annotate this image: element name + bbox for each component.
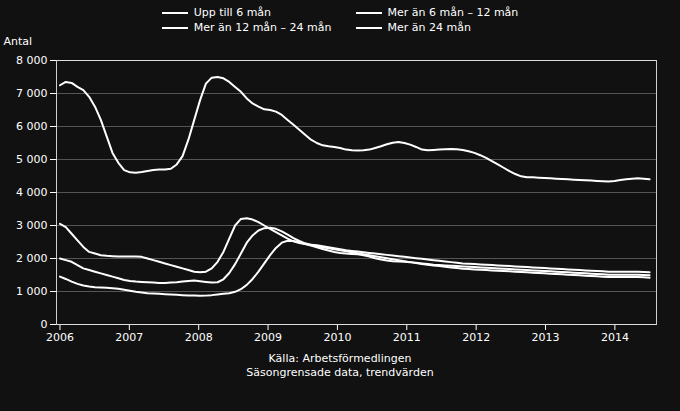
html-text:Mer än 24 mån: Mer än 24 mån <box>387 21 471 34</box>
svg-text:2006: 2006 <box>46 331 74 344</box>
html-text:Källa: Arbetsförmedlingen Säso: Källa: Arbetsförmedlingen Säsongrensade … <box>246 352 434 380</box>
svg-text:2008: 2008 <box>185 331 213 344</box>
svg-text:5 000: 5 000 <box>16 153 48 166</box>
svg-text:8 000: 8 000 <box>16 54 48 67</box>
svg-text:2007: 2007 <box>115 331 143 344</box>
svg-text:3 000: 3 000 <box>16 219 48 232</box>
svg-text:1 000: 1 000 <box>16 285 48 298</box>
svg-text:4 000: 4 000 <box>16 186 48 199</box>
svg-text:2014: 2014 <box>601 331 629 344</box>
svg-text:2009: 2009 <box>254 331 282 344</box>
svg-text:Antal: Antal <box>4 35 33 48</box>
svg-text:2012: 2012 <box>462 331 490 344</box>
svg-text:7 000: 7 000 <box>16 87 48 100</box>
html-text:Upp till 6 mån: Upp till 6 mån <box>193 6 272 19</box>
svg-text:2010: 2010 <box>323 331 351 344</box>
svg-text:0: 0 <box>41 318 48 331</box>
svg-text:2013: 2013 <box>532 331 560 344</box>
html-text:Mer än 6 mån – 12 mån: Mer än 6 mån – 12 mån <box>387 6 519 19</box>
svg-text:2011: 2011 <box>393 331 421 344</box>
html-text:Mer än 12 mån – 24 mån: Mer än 12 mån – 24 mån <box>193 21 332 34</box>
svg-text:2 000: 2 000 <box>16 252 48 265</box>
svg-text:6 000: 6 000 <box>16 120 48 133</box>
